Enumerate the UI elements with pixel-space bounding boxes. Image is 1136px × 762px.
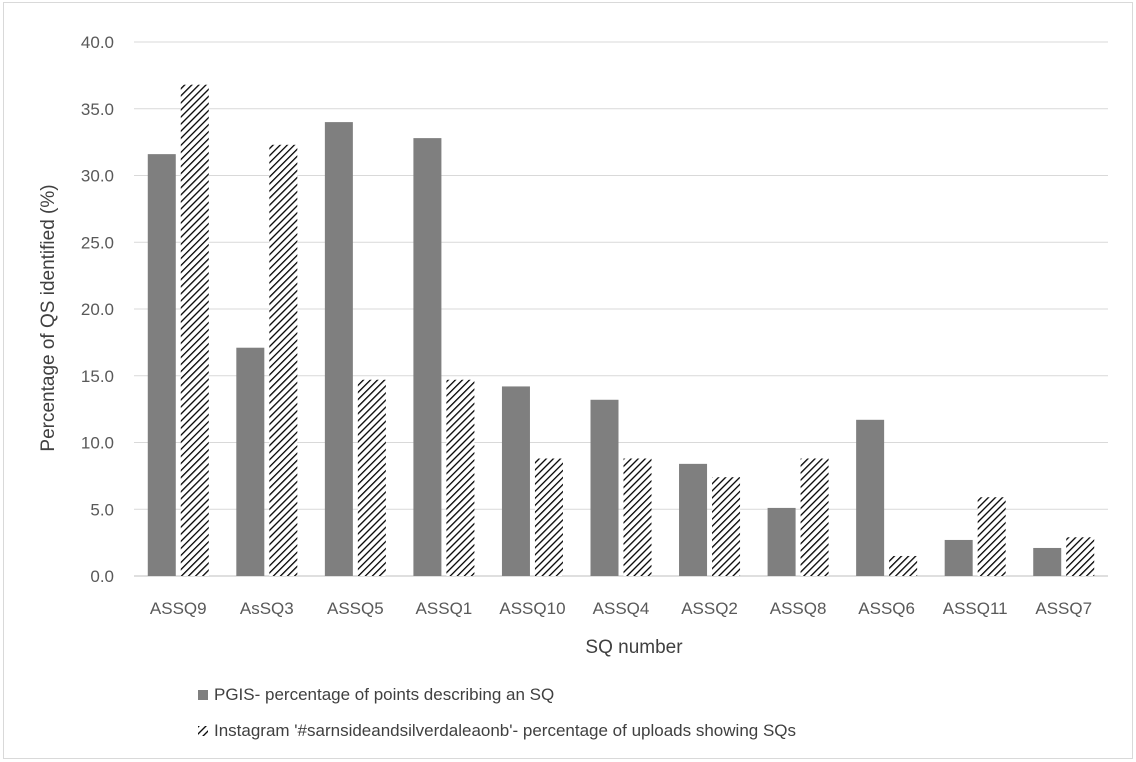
x-axis-title: SQ number — [585, 637, 683, 658]
y-tick-label: 0.0 — [90, 567, 114, 586]
x-tick-label: ASSQ5 — [327, 599, 384, 618]
y-tick-label: 10.0 — [81, 434, 114, 453]
y-axis-ticks: 0.0 5.0 10.0 15.0 20.0 25.0 30.0 35.0 40.0 — [81, 33, 114, 586]
legend: PGIS- percentage of points describing an… — [198, 684, 796, 756]
legend-swatch-hatched — [198, 726, 208, 736]
y-tick-label: 15.0 — [81, 367, 114, 386]
bar-pgis — [501, 386, 530, 576]
x-tick-label: ASSQ10 — [499, 599, 565, 618]
x-tick-label: ASSQ8 — [770, 599, 827, 618]
x-axis-ticks: ASSQ9 AsSQ3 ASSQ5 ASSQ1 ASSQ10 ASSQ4 ASSQ2 ASSQ… — [150, 599, 1092, 618]
x-tick-label: ASSQ11 — [943, 599, 1008, 618]
legend-swatch-solid — [198, 690, 208, 700]
x-tick-label: ASSQ7 — [1035, 599, 1092, 618]
x-tick-label: ASSQ2 — [681, 599, 738, 618]
bar-pgis — [1033, 547, 1062, 576]
bar-instagram — [357, 379, 386, 576]
y-tick-label: 30.0 — [81, 167, 114, 186]
x-tick-label: ASSQ9 — [150, 599, 207, 618]
legend-item-pgis: PGIS- percentage of points describing an… — [198, 684, 796, 706]
bar-pgis — [944, 539, 973, 576]
bar-instagram — [446, 379, 475, 576]
y-tick-label: 35.0 — [81, 100, 114, 119]
bar-instagram — [712, 477, 741, 576]
bar-pgis — [413, 138, 442, 576]
legend-item-instagram: Instagram '#sarnsideandsilverdaleaonb'- … — [198, 720, 796, 742]
bar-instagram — [269, 144, 298, 577]
x-tick-label: ASSQ6 — [858, 599, 915, 618]
bars — [147, 84, 1095, 577]
y-axis-title: Percentage of QS identified (%) — [38, 184, 59, 451]
legend-label-instagram: Instagram '#sarnsideandsilverdaleaonb'- … — [214, 721, 797, 740]
bar-instagram — [1066, 537, 1095, 576]
bar-instagram — [534, 458, 563, 576]
bar-pgis — [767, 507, 796, 576]
bar-pgis — [147, 154, 176, 576]
chart-border — [3, 2, 1133, 759]
y-tick-label: 40.0 — [81, 33, 114, 52]
legend-label-pgis: PGIS- percentage of points describing an… — [214, 685, 555, 704]
bar-instagram — [889, 555, 918, 576]
y-tick-label: 20.0 — [81, 300, 114, 319]
bar-instagram — [623, 458, 652, 576]
bar-pgis — [236, 347, 265, 576]
x-tick-label: AsSQ3 — [240, 599, 294, 618]
bar-instagram — [180, 84, 209, 576]
bar-pgis — [856, 419, 885, 576]
bar-instagram — [800, 458, 829, 576]
x-tick-label: ASSQ1 — [416, 599, 473, 618]
x-tick-label: ASSQ4 — [593, 599, 650, 618]
bar-instagram — [977, 497, 1006, 576]
y-tick-label: 25.0 — [81, 233, 114, 252]
y-tick-label: 5.0 — [90, 500, 114, 519]
bar-pgis — [590, 399, 619, 576]
bar-pgis — [324, 122, 353, 576]
bar-pgis — [679, 463, 708, 576]
